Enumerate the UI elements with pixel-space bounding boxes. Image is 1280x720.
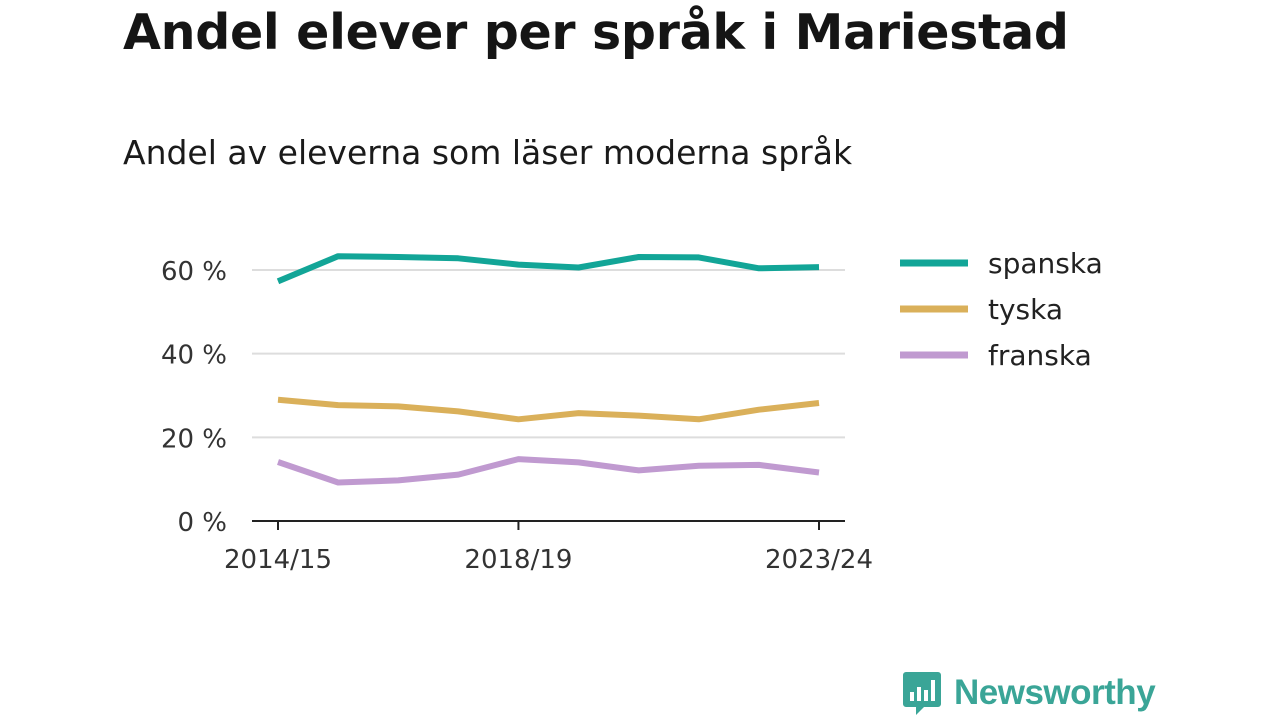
- x-axis: 2014/15 2018/19 2023/24: [224, 520, 873, 575]
- y-tick-label: 0 %: [177, 508, 227, 538]
- series-line-tyska: [277, 396, 820, 423]
- newsworthy-brand: Newsworthy: [902, 670, 1156, 716]
- legend: spanska tyska franska: [900, 247, 1103, 372]
- legend-label-tyska: tyska: [988, 293, 1063, 326]
- brand-name: Newsworthy: [954, 673, 1156, 712]
- series-line-spanska: [276, 253, 820, 285]
- y-tick-label: 20 %: [161, 424, 227, 454]
- x-tick-label: 2014/15: [224, 545, 332, 575]
- y-tick-label: 40 %: [161, 341, 227, 371]
- chart-subtitle: Andel av eleverna som läser moderna språ…: [123, 133, 853, 172]
- x-tick-label: 2023/24: [765, 545, 873, 575]
- legend-label-franska: franska: [988, 339, 1092, 372]
- y-axis-tick-labels: 0 % 20 % 40 % 60 %: [161, 257, 227, 538]
- series-lines: [276, 253, 820, 486]
- y-tick-label: 60 %: [161, 257, 227, 287]
- legend-label-spanska: spanska: [988, 247, 1103, 280]
- newsworthy-logo-icon: [903, 672, 941, 715]
- chart-title: Andel elever per språk i Mariestad: [123, 4, 1069, 61]
- series-line-franska: [277, 456, 820, 486]
- x-tick-label: 2018/19: [464, 545, 572, 575]
- grid-lines: [252, 269, 845, 439]
